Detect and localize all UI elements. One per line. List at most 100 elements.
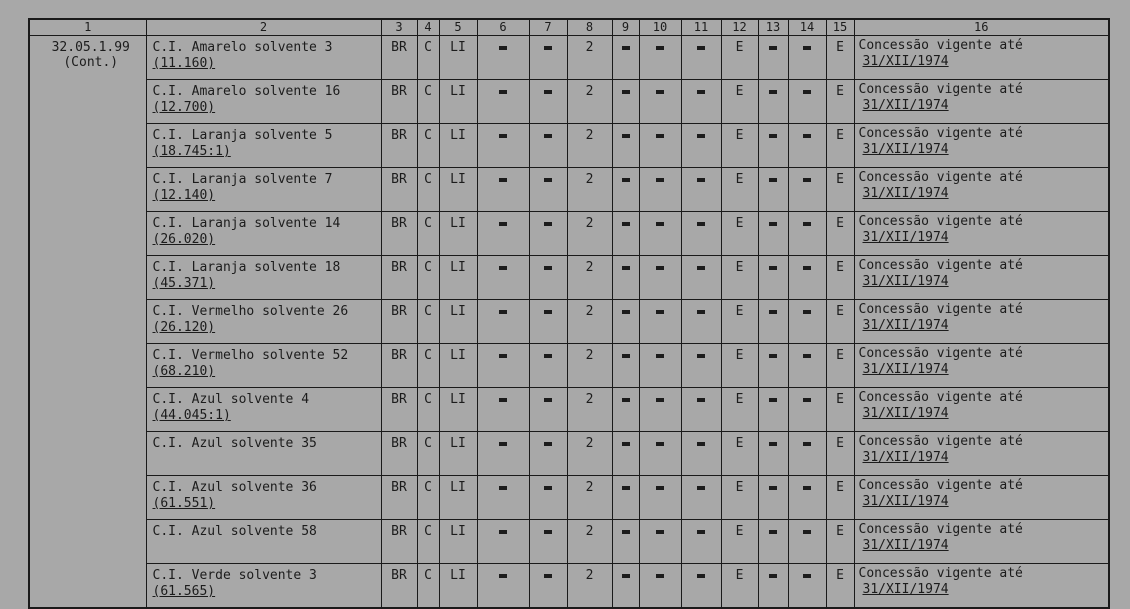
value-cell: E xyxy=(720,167,759,212)
product-name-cell: C.I. Azul solvente 36 (61.551) xyxy=(145,475,382,520)
value-cell: E xyxy=(720,563,759,609)
dash-mark xyxy=(803,177,811,182)
observation-cell: Concessão vigente até 31/XII/1974 xyxy=(853,299,1110,344)
table-row: C.I. Azul solvente 58 BR C LI 2 E E Concessão v… xyxy=(29,519,1110,564)
concession-text: Concessão vigente até xyxy=(858,214,1023,229)
column-header: 5 xyxy=(438,18,478,36)
color-index-code: (61.551) xyxy=(152,496,216,511)
value-cell: E xyxy=(720,255,759,300)
observation-cell: Concessão vigente até 31/XII/1974 xyxy=(853,343,1110,388)
column-header: 14 xyxy=(787,18,827,36)
observation-cell: Concessão vigente até 31/XII/1974 xyxy=(853,35,1110,80)
dash-cell xyxy=(611,123,640,168)
product-name: C.I. Vermelho solvente 52 xyxy=(152,348,349,363)
concession-text: Concessão vigente até xyxy=(858,566,1023,581)
column-header: 3 xyxy=(380,18,418,36)
dash-mark xyxy=(697,529,705,534)
dash-mark xyxy=(697,309,705,314)
dash-mark xyxy=(803,89,811,94)
dash-mark xyxy=(656,353,664,358)
value-cell: LI xyxy=(438,475,478,520)
dash-mark xyxy=(769,529,777,534)
value-cell: E xyxy=(825,79,855,124)
value-cell: C xyxy=(416,299,440,344)
dash-mark xyxy=(499,485,507,490)
value-cell: LI xyxy=(438,255,478,300)
color-index-code: (45.371) xyxy=(152,276,216,291)
dash-mark xyxy=(621,397,630,402)
table-row: C.I. Verde solvente 3 (61.565) BR C LI 2 E E Con… xyxy=(29,563,1110,609)
value-cell: BR xyxy=(380,79,418,124)
dash-cell xyxy=(638,167,682,212)
dash-mark xyxy=(803,441,811,446)
color-index-code: (26.120) xyxy=(152,320,216,335)
value-cell: LI xyxy=(438,211,478,256)
dash-cell xyxy=(787,475,827,520)
column-header: 15 xyxy=(825,18,855,36)
dash-cell xyxy=(528,211,568,256)
product-name: C.I. Laranja solvente 5 xyxy=(152,128,333,143)
dash-cell xyxy=(611,387,640,432)
table-row: C.I. Azul solvente 35 BR C LI 2 E E Concessão v… xyxy=(29,431,1110,476)
dash-mark xyxy=(697,133,705,138)
value-cell: BR xyxy=(380,123,418,168)
dash-cell xyxy=(680,563,722,609)
continued-note: (Cont.) xyxy=(63,55,119,70)
dash-mark xyxy=(656,397,664,402)
dash-mark xyxy=(769,265,777,270)
dash-mark xyxy=(544,265,552,270)
dash-cell xyxy=(638,475,682,520)
dash-cell xyxy=(476,475,530,520)
value-cell: E xyxy=(720,475,759,520)
dash-mark xyxy=(697,573,705,578)
dash-cell xyxy=(638,299,682,344)
dash-cell xyxy=(787,167,827,212)
observation-cell: Concessão vigente até 31/XII/1974 xyxy=(853,123,1110,168)
table-row: C.I. Laranja solvente 7 (12.140) BR C LI 2 E E C… xyxy=(29,167,1110,212)
column-header: 13 xyxy=(757,18,789,36)
dash-cell xyxy=(528,123,568,168)
dash-mark xyxy=(697,221,705,226)
concession-date: 31/XII/1974 xyxy=(862,98,949,113)
color-index-code: (26.020) xyxy=(152,232,216,247)
dash-mark xyxy=(656,573,664,578)
dash-mark xyxy=(656,89,664,94)
dash-mark xyxy=(544,177,552,182)
dash-mark xyxy=(499,89,507,94)
dash-mark xyxy=(621,89,630,94)
dash-mark xyxy=(656,485,664,490)
dash-mark xyxy=(544,45,552,50)
dash-cell xyxy=(757,431,789,476)
tariff-code: 32.05.1.99 xyxy=(51,40,130,55)
dash-cell xyxy=(757,343,789,388)
value-cell: E xyxy=(825,563,855,609)
product-name-cell: C.I. Vermelho solvente 52 (68.210) xyxy=(145,343,382,388)
dash-cell xyxy=(638,123,682,168)
dash-cell xyxy=(528,79,568,124)
dash-cell xyxy=(611,255,640,300)
value-cell: C xyxy=(416,431,440,476)
concession-text: Concessão vigente até xyxy=(858,390,1023,405)
dash-mark xyxy=(621,485,630,490)
dash-mark xyxy=(803,221,811,226)
dash-mark xyxy=(499,573,507,578)
product-name: C.I. Azul solvente 58 xyxy=(152,524,317,539)
value-cell: 2 xyxy=(566,167,613,212)
dash-cell xyxy=(757,79,789,124)
dash-cell xyxy=(757,255,789,300)
dash-cell xyxy=(611,35,640,80)
value-cell: E xyxy=(825,167,855,212)
dash-cell xyxy=(638,211,682,256)
dash-mark xyxy=(697,485,705,490)
concession-date: 31/XII/1974 xyxy=(862,582,949,597)
dash-mark xyxy=(769,397,777,402)
dash-cell xyxy=(638,343,682,388)
dash-mark xyxy=(499,221,507,226)
value-cell: LI xyxy=(438,343,478,388)
dash-cell xyxy=(528,475,568,520)
value-cell: E xyxy=(825,123,855,168)
product-name: C.I. Azul solvente 4 xyxy=(152,392,310,407)
dash-cell xyxy=(638,79,682,124)
dash-mark xyxy=(769,309,777,314)
dash-cell xyxy=(476,343,530,388)
